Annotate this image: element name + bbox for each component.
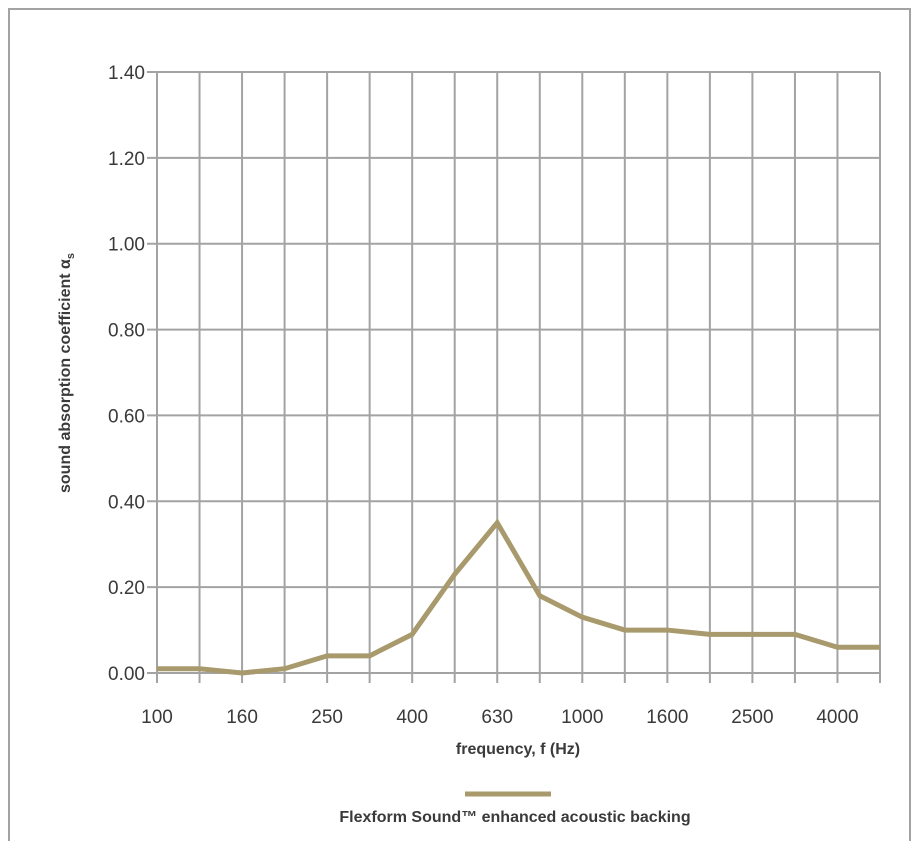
x-tick-label: 100	[141, 707, 173, 728]
x-tick-label: 2500	[731, 707, 773, 728]
y-tick-label: 1.00	[108, 235, 145, 256]
y-tick-label: 0.60	[108, 406, 145, 427]
x-tick-label: 1000	[561, 707, 603, 728]
x-axis-title: frequency, f (Hz)	[456, 741, 580, 758]
y-tick-label: 0.40	[108, 492, 145, 513]
x-tick-label: 400	[396, 707, 428, 728]
y-tick-label: 1.40	[108, 63, 145, 84]
series-line	[157, 518, 880, 676]
y-axis-title-subscript: s	[65, 253, 77, 259]
legend-label: Flexform Sound™ enhanced acoustic backin…	[339, 809, 690, 826]
y-tick-label: 0.00	[108, 664, 145, 685]
x-tick-label: 250	[311, 707, 343, 728]
y-tick-label: 0.20	[108, 578, 145, 599]
y-tick-label: 0.80	[108, 321, 145, 342]
y-axis-title: sound absorption coefficient αs	[57, 253, 77, 493]
y-tick-label: 1.20	[108, 149, 145, 170]
series-group	[157, 518, 880, 676]
x-tick-label: 160	[226, 707, 258, 728]
x-tick-label: 4000	[816, 707, 858, 728]
x-tick-label: 630	[481, 707, 513, 728]
grid	[147, 71, 881, 683]
y-tick-labels: 0.00 0.20 0.40 0.60 0.80 1.00 1.20 1.40	[108, 63, 145, 685]
y-axis-title-text: sound absorption coefficient α	[57, 259, 74, 493]
x-tick-label: 1600	[646, 707, 688, 728]
chart-frame	[8, 8, 911, 841]
x-tick-labels: 100 160 250 400 630 1000 1600 2500 4000	[141, 707, 858, 728]
